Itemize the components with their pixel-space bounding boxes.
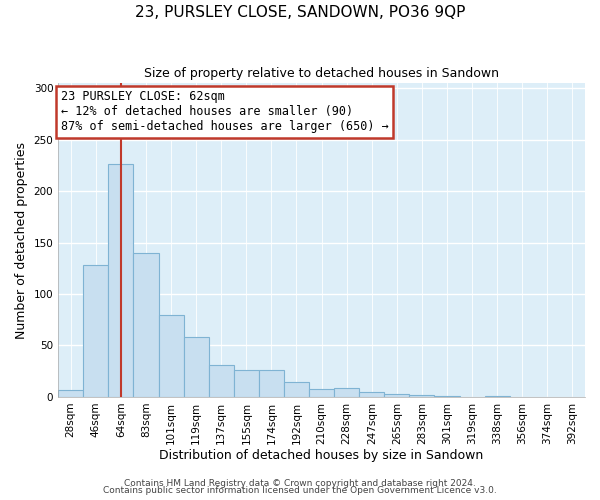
Bar <box>158 314 184 397</box>
Text: 23 PURSLEY CLOSE: 62sqm
← 12% of detached houses are smaller (90)
87% of semi-de: 23 PURSLEY CLOSE: 62sqm ← 12% of detache… <box>61 90 388 134</box>
Bar <box>359 392 385 397</box>
Text: 23, PURSLEY CLOSE, SANDOWN, PO36 9QP: 23, PURSLEY CLOSE, SANDOWN, PO36 9QP <box>135 5 465 20</box>
Bar <box>334 388 359 397</box>
Bar <box>133 253 158 397</box>
Bar <box>209 365 234 397</box>
Bar <box>309 388 334 397</box>
Bar <box>259 370 284 397</box>
Y-axis label: Number of detached properties: Number of detached properties <box>15 142 28 338</box>
Bar <box>485 396 510 397</box>
Text: Contains HM Land Registry data © Crown copyright and database right 2024.: Contains HM Land Registry data © Crown c… <box>124 478 476 488</box>
Bar <box>385 394 409 397</box>
Text: Contains public sector information licensed under the Open Government Licence v3: Contains public sector information licen… <box>103 486 497 495</box>
Bar <box>284 382 309 397</box>
Bar <box>234 370 259 397</box>
Bar <box>58 390 83 397</box>
Bar <box>109 164 133 397</box>
X-axis label: Distribution of detached houses by size in Sandown: Distribution of detached houses by size … <box>160 450 484 462</box>
Bar <box>409 395 434 397</box>
Bar <box>83 265 109 397</box>
Bar <box>434 396 460 397</box>
Bar <box>184 338 209 397</box>
Title: Size of property relative to detached houses in Sandown: Size of property relative to detached ho… <box>144 68 499 80</box>
